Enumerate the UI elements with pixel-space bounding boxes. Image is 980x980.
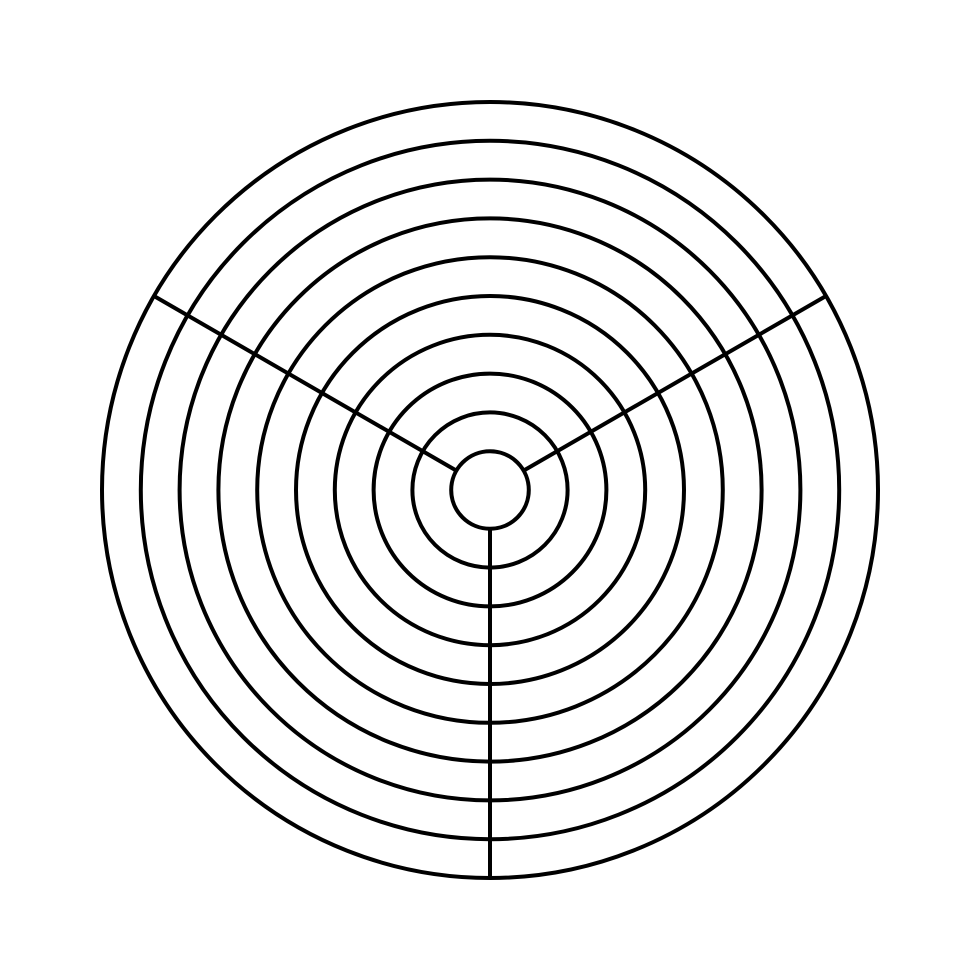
polar-grid-svg — [0, 0, 980, 980]
polar-grid-diagram — [0, 0, 980, 980]
